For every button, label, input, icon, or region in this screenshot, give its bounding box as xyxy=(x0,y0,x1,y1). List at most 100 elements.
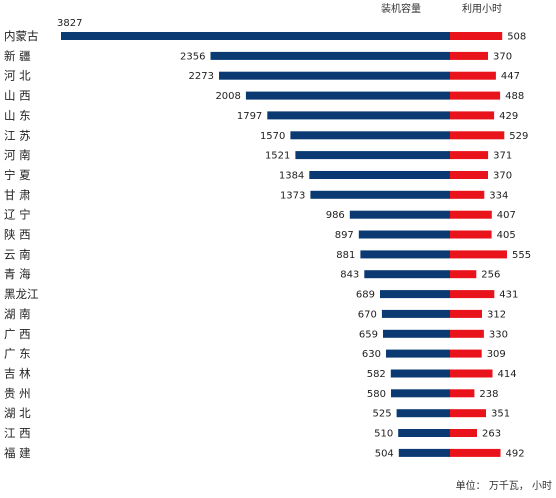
capacity-value-label: 659 xyxy=(359,329,378,340)
capacity-value-label: 1384 xyxy=(279,171,304,182)
category-label: 江 苏 xyxy=(4,128,31,142)
hours-bar xyxy=(450,309,482,318)
capacity-value-label: 2356 xyxy=(180,51,205,62)
hours-bar xyxy=(450,250,507,259)
category-label: 河 北 xyxy=(4,69,31,83)
category-label: 湖 北 xyxy=(4,406,31,420)
category-label: 广 东 xyxy=(4,347,31,361)
hours-bar xyxy=(450,171,488,179)
hours-bar xyxy=(450,151,489,160)
hours-value-label: 508 xyxy=(507,32,526,43)
capacity-bar xyxy=(219,71,450,80)
capacity-value-label: 2273 xyxy=(189,71,214,82)
category-label: 河 南 xyxy=(4,148,31,162)
category-label: 广 西 xyxy=(4,327,31,341)
hours-value-label: 371 xyxy=(493,151,512,162)
hours-bar xyxy=(450,131,505,140)
hours-bar xyxy=(450,389,475,398)
capacity-bar xyxy=(396,409,450,418)
category-label: 贵 州 xyxy=(4,386,31,400)
capacity-bar xyxy=(310,190,450,199)
capacity-bar xyxy=(245,91,450,100)
capacity-bar xyxy=(61,32,450,40)
hours-bar xyxy=(450,210,492,219)
capacity-bar xyxy=(398,429,450,437)
hours-value-label: 256 xyxy=(481,270,500,281)
category-label: 辽 宁 xyxy=(4,208,31,222)
capacity-bar xyxy=(358,230,450,239)
capacity-bar xyxy=(349,210,450,219)
capacity-bar xyxy=(391,389,450,398)
hours-bar xyxy=(450,230,492,239)
capacity-bar xyxy=(210,51,450,60)
capacity-value-label: 670 xyxy=(358,309,377,320)
hours-bar xyxy=(450,32,503,40)
hours-bar xyxy=(450,290,495,299)
category-label: 宁 夏 xyxy=(4,168,31,182)
hours-bar xyxy=(450,409,486,418)
capacity-value-label: 897 xyxy=(335,230,354,241)
category-label: 吉 林 xyxy=(4,366,31,380)
capacity-value-label: 2008 xyxy=(215,91,240,102)
hours-header: 利用小时 xyxy=(462,3,502,15)
hours-bar xyxy=(450,349,482,358)
hours-value-label: 529 xyxy=(509,131,528,142)
capacity-value-label: 525 xyxy=(373,409,392,420)
capacity-value-label: 1521 xyxy=(265,151,290,162)
hours-value-label: 351 xyxy=(491,409,510,420)
capacity-value-label: 580 xyxy=(367,389,386,400)
hours-value-label: 488 xyxy=(505,91,524,102)
capacity-value-label: 510 xyxy=(374,429,393,440)
capacity-value-label: 3827 xyxy=(57,18,82,29)
capacity-bar xyxy=(386,349,450,358)
category-label: 甘 肃 xyxy=(4,188,31,202)
hours-bar xyxy=(450,429,477,437)
category-label: 黑龙江 xyxy=(4,287,39,301)
hours-value-label: 238 xyxy=(479,389,498,400)
capacity-value-label: 689 xyxy=(356,290,375,301)
category-label: 陕 西 xyxy=(4,228,31,242)
hours-value-label: 370 xyxy=(493,51,512,62)
capacity-value-label: 843 xyxy=(340,270,359,281)
hours-bar xyxy=(450,91,501,100)
capacity-value-label: 504 xyxy=(375,448,394,459)
capacity-bar xyxy=(309,171,450,179)
category-label: 江 西 xyxy=(4,426,31,440)
capacity-value-label: 986 xyxy=(326,210,345,221)
chart-rows: 内蒙古 3827 508 新 疆 2356 370 河 北 2273 447 山 西 2008 488… xyxy=(4,18,531,460)
category-label: 青 海 xyxy=(4,267,31,281)
capacity-value-label: 1570 xyxy=(260,131,285,142)
hours-bar xyxy=(450,329,484,338)
hours-value-label: 447 xyxy=(501,71,520,82)
hours-bar xyxy=(450,111,495,120)
capacity-value-label: 1797 xyxy=(237,111,262,122)
capacity-value-label: 881 xyxy=(336,250,355,261)
hours-value-label: 330 xyxy=(489,329,508,340)
hours-bar xyxy=(450,190,485,199)
hours-value-label: 370 xyxy=(493,171,512,182)
category-label: 山 西 xyxy=(4,89,31,103)
capacity-bar xyxy=(381,309,450,318)
category-label: 山 东 xyxy=(4,108,31,122)
capacity-bar xyxy=(290,131,450,140)
hours-bar xyxy=(450,71,496,80)
hours-value-label: 429 xyxy=(499,111,518,122)
hours-value-label: 334 xyxy=(489,190,508,201)
capacity-bar xyxy=(267,111,450,120)
capacity-bar xyxy=(364,270,450,279)
hours-value-label: 414 xyxy=(498,369,517,380)
capacity-bar xyxy=(390,369,450,378)
hours-value-label: 431 xyxy=(499,290,518,301)
hours-bar xyxy=(450,270,477,279)
category-label: 湖 南 xyxy=(4,307,31,321)
unit-note: 单位： 万千瓦， 小时 xyxy=(456,479,552,492)
capacity-value-label: 582 xyxy=(367,369,386,380)
hours-bar xyxy=(450,369,493,378)
hours-value-label: 492 xyxy=(506,448,525,459)
hours-value-label: 263 xyxy=(482,429,501,440)
hours-bar xyxy=(450,448,501,457)
category-label: 福 建 xyxy=(4,446,31,460)
hours-value-label: 309 xyxy=(487,349,506,360)
hours-value-label: 555 xyxy=(512,250,531,261)
category-label: 云 南 xyxy=(4,247,31,261)
